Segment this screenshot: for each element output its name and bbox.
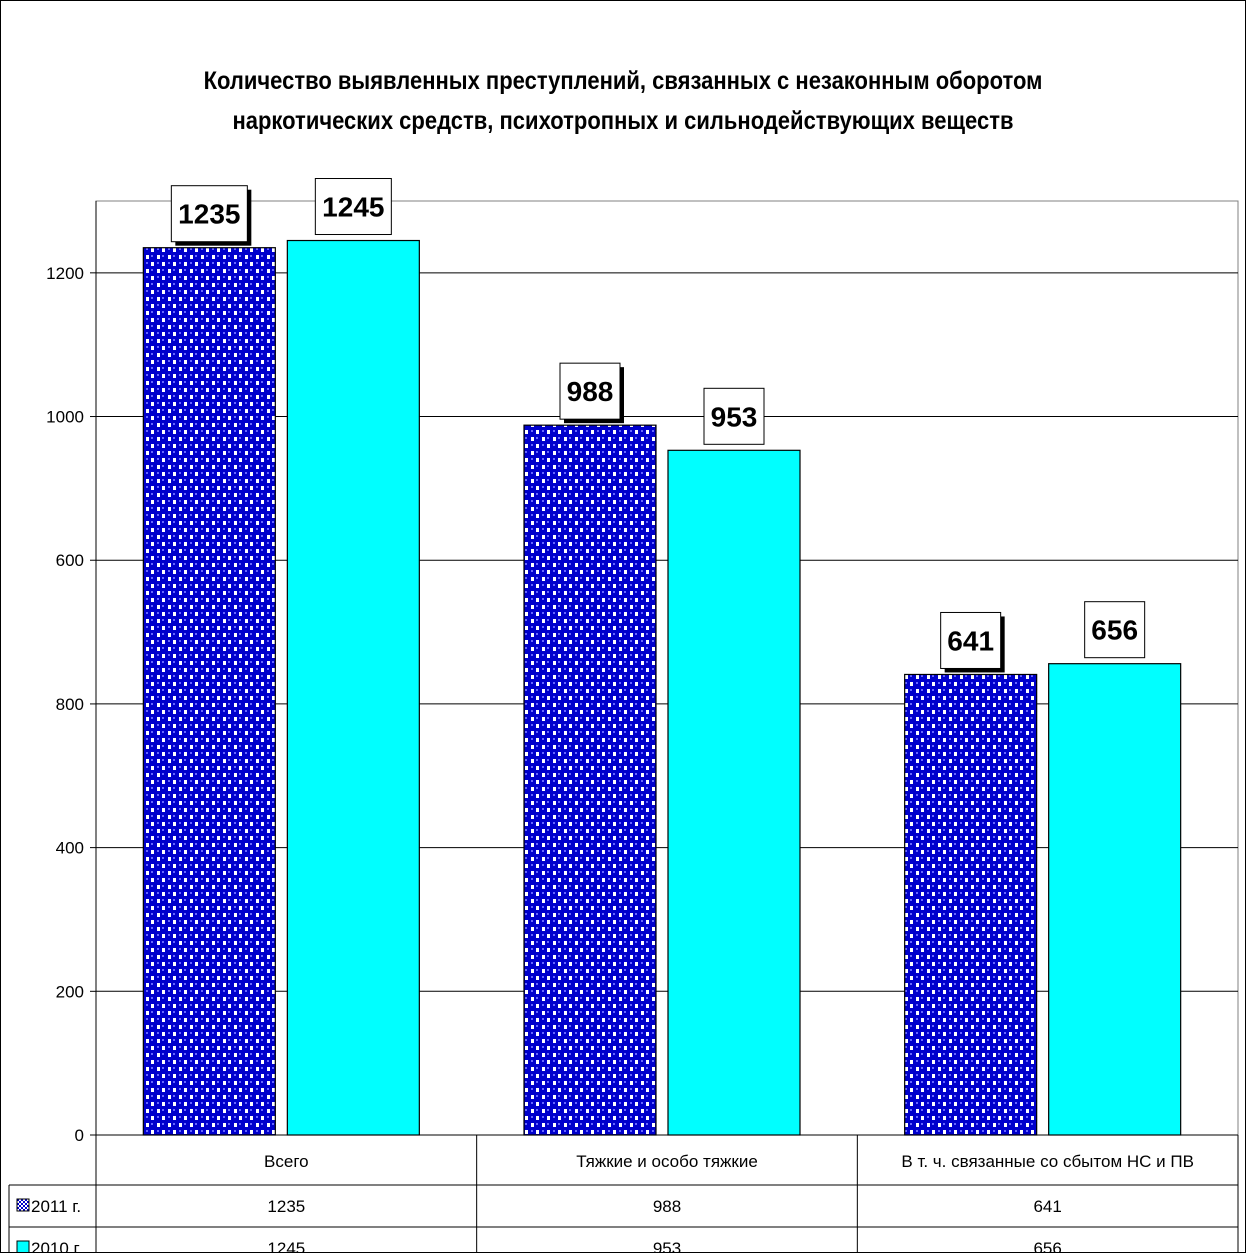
category-label: Всего xyxy=(264,1152,309,1171)
y-tick-label: 200 xyxy=(56,982,84,1001)
data-label: 1245 xyxy=(322,192,384,223)
data-label-box xyxy=(940,611,1002,669)
series-name: 2010 г. xyxy=(31,1239,82,1252)
y-tick-label: 1000 xyxy=(46,408,84,427)
data-label-box xyxy=(314,178,392,236)
y-tick-label: 1200 xyxy=(46,264,84,283)
table-value: 641 xyxy=(1033,1197,1061,1216)
chart-title-line-2: наркотических средств, психотропных и си… xyxy=(232,107,1014,135)
data-label-box xyxy=(703,387,765,445)
bar-2010 xyxy=(667,449,801,1136)
data-label-box xyxy=(170,185,248,243)
plot-area xyxy=(95,200,1239,1136)
data-label: 988 xyxy=(567,376,614,407)
category-label: В т. ч. связанные со сбытом НС и ПВ xyxy=(901,1152,1194,1171)
chart-title: Количество выявленных преступлений, связ… xyxy=(76,61,1171,141)
data-label: 656 xyxy=(1091,615,1138,646)
bar-2011 xyxy=(523,424,657,1136)
table-value: 953 xyxy=(653,1239,681,1252)
y-tick-label: 600 xyxy=(56,551,84,570)
y-tick-label: 400 xyxy=(56,839,84,858)
data-label-box xyxy=(559,362,621,420)
data-label-box xyxy=(1084,601,1146,659)
bar-2011 xyxy=(142,247,276,1136)
chart-title-line-1: Количество выявленных преступлений, связ… xyxy=(203,67,1043,95)
bar-2010 xyxy=(1048,663,1182,1136)
category-label: Тяжкие и особо тяжкие xyxy=(576,1152,758,1171)
data-label: 953 xyxy=(711,401,758,432)
bar-2010 xyxy=(286,239,420,1136)
bar-2011 xyxy=(904,673,1038,1136)
y-tick-label: 800 xyxy=(56,695,84,714)
table-value: 988 xyxy=(653,1197,681,1216)
data-label: 1235 xyxy=(178,199,240,230)
y-tick-label: 0 xyxy=(75,1126,84,1145)
data-label: 641 xyxy=(947,625,994,656)
table-value: 656 xyxy=(1033,1239,1061,1252)
table-value: 1245 xyxy=(267,1239,305,1252)
legend-key-2010 xyxy=(16,1240,30,1252)
series-name: 2011 г. xyxy=(31,1197,81,1216)
table-value: 1235 xyxy=(267,1197,305,1216)
legend-key-2011 xyxy=(16,1198,30,1212)
